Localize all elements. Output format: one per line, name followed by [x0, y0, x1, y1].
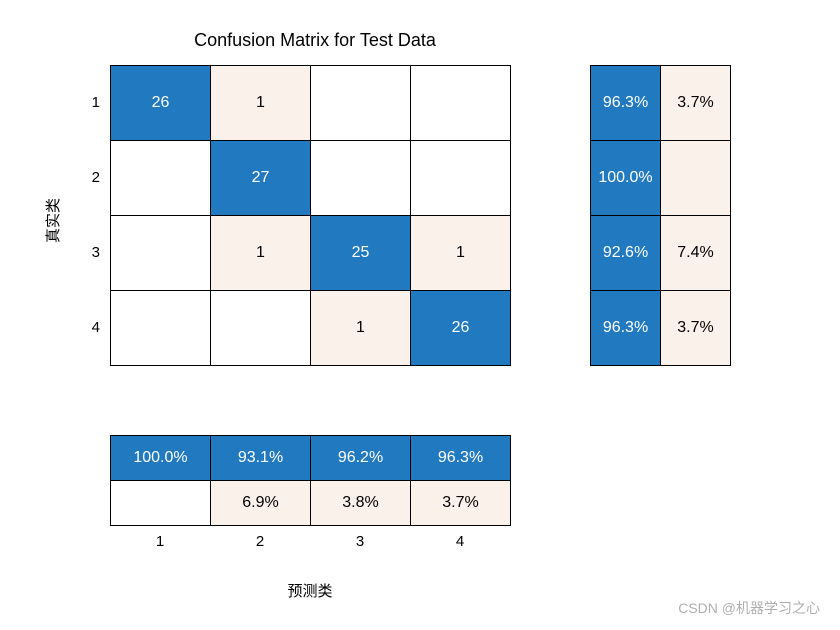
matrix-cell: 1 [211, 66, 311, 141]
x-tick-label: 4 [410, 533, 510, 550]
matrix-cell: 1 [311, 291, 411, 366]
matrix-cell: 25 [311, 216, 411, 291]
row-miss-cell: 3.7% [661, 291, 731, 366]
matrix-cell: 1 [411, 216, 511, 291]
matrix-cell [311, 141, 411, 216]
col-precision-cell: 100.0% [111, 436, 211, 481]
confusion-matrix-main: 261271251126 [110, 65, 511, 366]
col-miss-cell: 3.8% [311, 481, 411, 526]
matrix-cell [111, 216, 211, 291]
y-tick-label: 2 [80, 169, 100, 186]
matrix-cell [411, 141, 511, 216]
matrix-cell [111, 141, 211, 216]
row-miss-cell: 3.7% [661, 66, 731, 141]
x-tick-label: 2 [210, 533, 310, 550]
row-miss-cell: 7.4% [661, 216, 731, 291]
chart-title: Confusion Matrix for Test Data [60, 30, 570, 51]
col-miss-cell [111, 481, 211, 526]
col-precision-cell: 96.2% [311, 436, 411, 481]
row-miss-cell [661, 141, 731, 216]
row-recall-cell: 100.0% [591, 141, 661, 216]
col-precision-cell: 93.1% [211, 436, 311, 481]
col-miss-cell: 3.7% [411, 481, 511, 526]
row-recall-cell: 96.3% [591, 291, 661, 366]
matrix-cell: 27 [211, 141, 311, 216]
y-tick-label: 1 [80, 94, 100, 111]
row-recall-cell: 96.3% [591, 66, 661, 141]
column-summary-panel: 100.0%93.1%96.2%96.3% 6.9%3.8%3.7% [110, 435, 511, 526]
x-tick-label: 1 [110, 533, 210, 550]
matrix-cell [211, 291, 311, 366]
matrix-cell [411, 66, 511, 141]
x-tick-label: 3 [310, 533, 410, 550]
matrix-cell [311, 66, 411, 141]
x-axis-label: 预测类 [110, 580, 510, 601]
col-precision-cell: 96.3% [411, 436, 511, 481]
watermark-text: CSDN @机器学习之心 [678, 598, 820, 618]
y-tick-label: 3 [80, 244, 100, 261]
confusion-matrix-chart: Confusion Matrix for Test Data 真实类 预测类 1… [60, 30, 810, 610]
y-axis-label: 真实类 [42, 198, 63, 243]
y-tick-label: 4 [80, 319, 100, 336]
matrix-cell: 1 [211, 216, 311, 291]
row-summary-panel: 96.3%3.7%100.0%92.6%7.4%96.3%3.7% [590, 65, 731, 366]
matrix-cell [111, 291, 211, 366]
row-recall-cell: 92.6% [591, 216, 661, 291]
col-miss-cell: 6.9% [211, 481, 311, 526]
matrix-cell: 26 [111, 66, 211, 141]
matrix-cell: 26 [411, 291, 511, 366]
